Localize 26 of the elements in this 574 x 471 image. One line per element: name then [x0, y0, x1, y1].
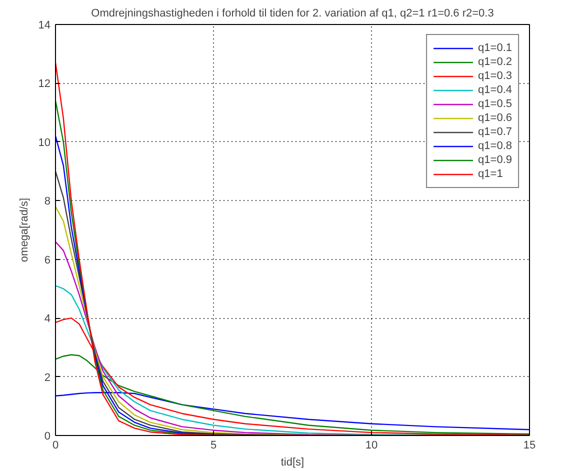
y-tick-label: 10: [38, 136, 51, 149]
legend-label: q1=0.5: [478, 97, 512, 111]
x-tick-label: 15: [523, 440, 536, 452]
y-tick-label: 6: [44, 254, 51, 266]
legend-label: q1=0.7: [478, 125, 512, 139]
legend-label: q1=0.6: [478, 111, 512, 125]
y-tick-label: 0: [44, 430, 51, 442]
y-tick-label: 4: [44, 313, 51, 326]
x-tick-label: 10: [365, 440, 378, 452]
x-tick-label: 5: [210, 440, 217, 452]
y-tick-label: 8: [44, 196, 51, 208]
chart-title: Omdrejningshastigheden i forhold til tiden for 2. variation af q1, q2=1 r1=0.6 r2=0.3: [91, 8, 494, 20]
legend-label: q1=0.1: [478, 41, 512, 55]
legend-label: q1=1: [478, 167, 503, 181]
y-tick-label: 14: [38, 20, 51, 32]
y-tick-label: 2: [44, 372, 51, 384]
legend-label: q1=0.2: [478, 55, 512, 69]
y-axis-title: omega[rad/s]: [18, 198, 30, 262]
y-tick-label: 12: [38, 78, 51, 90]
legend-label: q1=0.3: [478, 69, 512, 83]
line-series: [56, 241, 372, 436]
legend-label: q1=0.9: [478, 153, 512, 167]
legend-label: q1=0.4: [478, 83, 512, 97]
legend-label: q1=0.8: [478, 139, 512, 153]
x-tick-label: 0: [52, 440, 59, 452]
x-axis-title: tid[s]: [280, 456, 304, 468]
